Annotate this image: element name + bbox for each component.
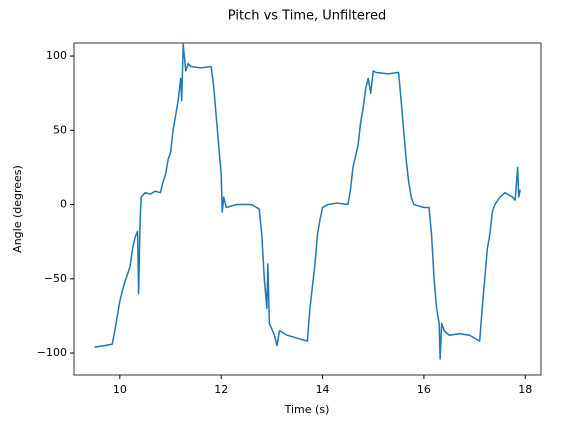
y-axis-label: Angle (degrees) (11, 165, 24, 253)
y-tick-label: 100 (46, 49, 67, 62)
y-tick-label: 0 (60, 198, 67, 211)
x-tick-label: 18 (518, 383, 532, 396)
x-tick-label: 16 (417, 383, 431, 396)
plot-frame (73, 42, 542, 376)
chart-title: Pitch vs Time, Unfiltered (228, 9, 386, 24)
data-line (94, 43, 521, 360)
y-tick-label: −50 (44, 272, 67, 285)
x-tick-label: 10 (113, 383, 127, 396)
x-tick-label: 12 (214, 383, 228, 396)
y-tick-label: −100 (37, 346, 67, 359)
x-tick-label: 14 (316, 383, 330, 396)
x-axis-label: Time (s) (284, 403, 330, 416)
y-tick-label: 50 (53, 123, 67, 136)
